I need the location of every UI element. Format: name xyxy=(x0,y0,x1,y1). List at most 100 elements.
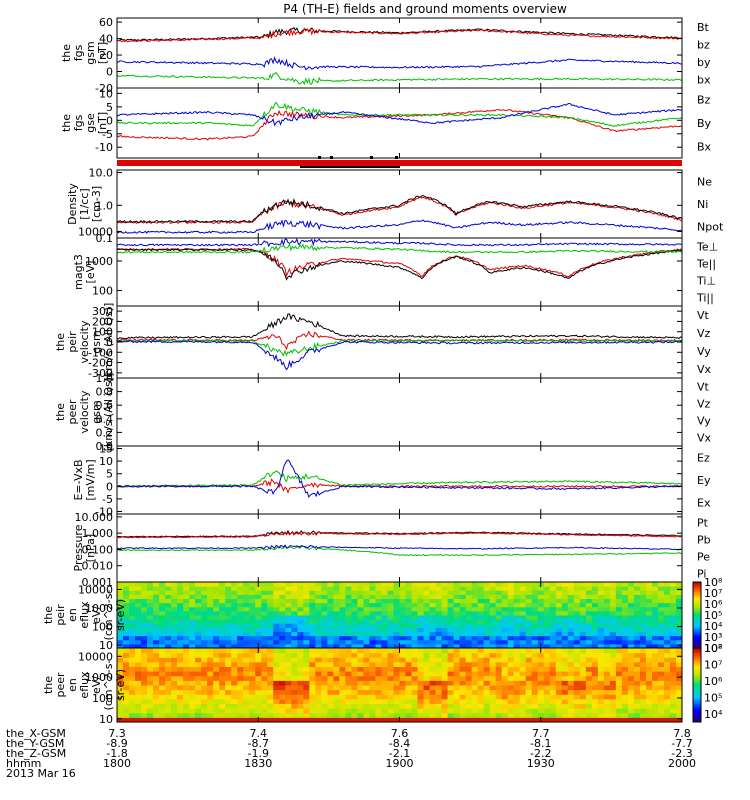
spectrogram-cell xyxy=(471,586,479,591)
spectrogram-cell xyxy=(363,652,370,658)
y-axis-label-line: [nT] xyxy=(96,112,109,134)
series-line-Ne xyxy=(116,196,683,224)
spectrogram-cell xyxy=(243,598,250,604)
spectrogram-cell xyxy=(165,661,172,668)
colorbar-swatch xyxy=(693,610,701,613)
spectrogram-cell xyxy=(669,698,677,705)
spectrogram-cell xyxy=(363,689,370,695)
spectrogram-cell xyxy=(231,590,238,595)
spectrogram-cell xyxy=(135,703,142,709)
spectrogram-cell xyxy=(129,680,136,686)
y-axis-label-line: Density xyxy=(66,183,79,225)
spectrogram-cell xyxy=(357,598,364,604)
spectrogram-cell xyxy=(597,590,605,595)
y-tick-label: 0.100 xyxy=(82,543,114,556)
spectrogram-cell xyxy=(531,602,539,608)
spectrogram-cell xyxy=(165,648,172,654)
spectrogram-cell xyxy=(531,582,539,587)
spectrogram-cell xyxy=(147,712,154,718)
spectrogram-cell xyxy=(225,623,232,628)
spectrogram-cell xyxy=(351,631,358,637)
spectrogram-cell xyxy=(129,712,136,718)
spectrogram-cell xyxy=(579,643,587,649)
series-line-Vy xyxy=(116,339,683,357)
spectrogram-cell xyxy=(465,703,473,709)
spectrogram-cell xyxy=(165,627,172,633)
spectrogram-cell xyxy=(489,643,497,649)
spectrogram-cell xyxy=(321,694,328,700)
spectrogram-cell xyxy=(195,582,202,587)
spectrogram-cell xyxy=(639,698,647,705)
spectrogram-cell xyxy=(171,652,178,658)
spectrogram-cell xyxy=(579,657,587,663)
spectrogram-cell xyxy=(663,582,671,587)
spectrogram-cell xyxy=(459,598,467,604)
y-tick-label: 5 xyxy=(106,101,113,114)
spectrogram-cell xyxy=(549,708,557,714)
spectrogram-cell xyxy=(603,606,611,612)
spectrogram-cell xyxy=(195,594,202,600)
spectrogram-cell xyxy=(543,648,551,654)
spectrogram-cell xyxy=(573,657,581,663)
x-tick-value: -2.3 xyxy=(671,747,692,760)
spectrogram-cell xyxy=(369,643,376,649)
spectrogram-cell xyxy=(165,639,172,645)
spectrogram-cell xyxy=(231,582,238,587)
spectrogram-cell xyxy=(207,590,214,595)
spectrogram-cell xyxy=(147,586,154,591)
spectrogram-cell xyxy=(651,694,659,700)
spectrogram-cell xyxy=(237,671,244,677)
spectrogram-cell xyxy=(177,615,184,620)
spectrogram-cell xyxy=(153,639,160,645)
spectrogram-cell xyxy=(123,590,130,595)
spectrogram-cell xyxy=(429,606,437,612)
colorbar-swatch xyxy=(693,634,701,637)
spectrogram-cell xyxy=(405,698,413,705)
spectrogram-cell xyxy=(135,598,142,604)
legend: Te⊥Te||Ti⊥Ti|| xyxy=(696,241,718,305)
spectrogram-cell xyxy=(609,689,617,695)
spectrogram-cell xyxy=(315,703,322,709)
spectrogram-cell xyxy=(585,598,593,604)
spectrogram-cell xyxy=(129,652,136,658)
spectrogram-cell xyxy=(609,703,617,709)
spectrogram-cell xyxy=(231,671,238,677)
spectrogram-cell xyxy=(507,717,515,723)
spectrogram-cell xyxy=(609,685,617,691)
y-tick-label: 10000 xyxy=(78,225,113,238)
spectrogram-cell xyxy=(501,652,509,658)
spectrogram-cell xyxy=(261,615,268,620)
spectrogram-cell xyxy=(423,627,431,633)
spectrogram-cell xyxy=(435,708,443,714)
spectrogram-cell xyxy=(537,698,545,705)
spectrogram-cell xyxy=(579,606,587,612)
spectrogram-cell xyxy=(159,717,166,723)
spectrogram-cell xyxy=(633,703,641,709)
spectrogram-cell xyxy=(489,703,497,709)
spectrogram-cell xyxy=(183,657,190,663)
spectrogram-cell xyxy=(537,712,545,718)
spectrogram-cell xyxy=(213,698,220,705)
spectrogram-cell xyxy=(675,619,683,624)
spectrogram-cell xyxy=(411,698,419,705)
spectrogram-cell xyxy=(447,594,455,600)
spectrogram-cell xyxy=(177,680,184,686)
spectrogram-cell xyxy=(285,639,292,645)
spectrogram-cell xyxy=(477,623,485,628)
spectrogram-cell xyxy=(645,712,653,718)
spectrogram-cell xyxy=(291,680,298,686)
colorbar-swatch xyxy=(693,664,701,667)
spectrogram-cell xyxy=(573,635,581,641)
spectrogram-cell xyxy=(177,671,184,677)
spectrogram-cell xyxy=(513,717,521,723)
spectrogram-cell xyxy=(537,606,545,612)
spectrogram-cell xyxy=(465,615,473,620)
spectrogram-cell xyxy=(651,689,659,695)
spectrogram-cell xyxy=(321,619,328,624)
spectrogram-cell xyxy=(543,708,551,714)
y-tick-label: 1.000 xyxy=(82,527,114,540)
spectrogram-cell xyxy=(261,606,268,612)
spectrogram-cell xyxy=(405,627,413,633)
series-line-Te|| xyxy=(116,248,683,281)
spectrogram-cell xyxy=(663,657,671,663)
